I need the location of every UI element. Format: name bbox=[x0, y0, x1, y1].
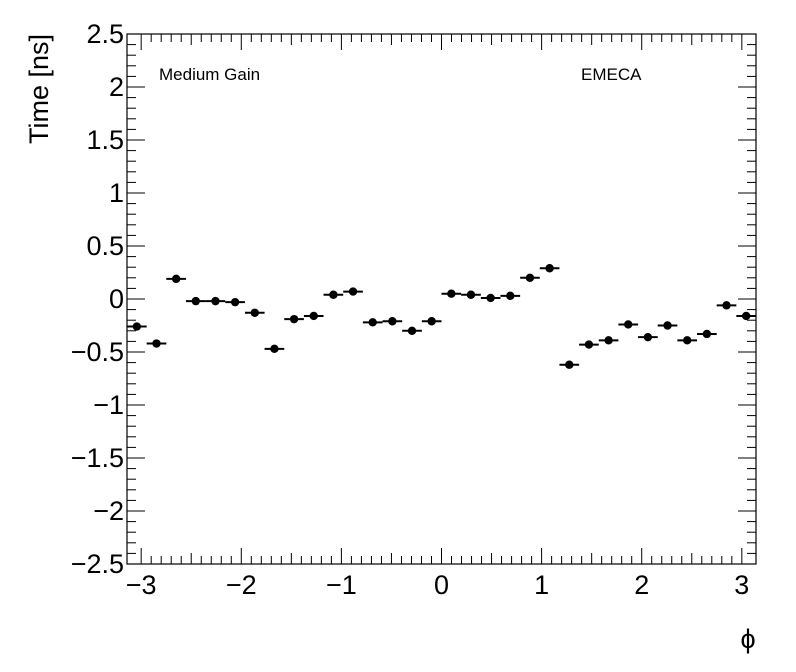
data-point bbox=[663, 321, 672, 330]
data-point bbox=[289, 314, 299, 324]
y-tick-label: −2.5 bbox=[71, 549, 124, 579]
x-tick-label: 3 bbox=[734, 570, 749, 600]
y-axis-ticks bbox=[127, 33, 756, 565]
y-tick-label: −1 bbox=[93, 390, 124, 420]
y-tick-label: 1.5 bbox=[86, 125, 124, 155]
annotation-gain: Medium Gain bbox=[159, 65, 260, 84]
data-point bbox=[132, 322, 142, 331]
x-axis-tick-labels: −3 −2 −1 0 1 2 3 bbox=[126, 570, 750, 600]
data-point bbox=[722, 301, 731, 310]
data-point bbox=[427, 317, 436, 326]
data-point bbox=[348, 287, 358, 296]
data-point bbox=[270, 344, 279, 354]
data-point bbox=[329, 290, 338, 299]
x-tick-label: −2 bbox=[226, 570, 257, 600]
data-point bbox=[230, 297, 240, 307]
y-tick-label: 2 bbox=[109, 72, 124, 102]
y-tick-label: 0.5 bbox=[86, 231, 124, 261]
data-point bbox=[388, 317, 397, 326]
data-point bbox=[250, 308, 259, 317]
y-tick-label: 0 bbox=[109, 284, 124, 314]
y-axis-tick-labels: −2.5 −2 −1.5 −1 −0.5 0 0.5 1 1.5 2 2.5 bbox=[71, 19, 124, 579]
x-tick-label: −3 bbox=[126, 570, 157, 600]
data-point bbox=[152, 339, 161, 348]
data-point bbox=[683, 336, 692, 345]
data-point bbox=[525, 273, 535, 282]
data-point bbox=[604, 336, 613, 345]
plot-frame bbox=[126, 33, 757, 565]
y-tick-label: −0.5 bbox=[71, 337, 124, 367]
data-point bbox=[565, 360, 574, 369]
data-point bbox=[211, 296, 220, 306]
x-axis-title: ϕ bbox=[740, 624, 755, 654]
x-tick-label: 1 bbox=[534, 570, 549, 600]
data-point bbox=[545, 264, 554, 273]
x-axis-ticks bbox=[140, 34, 743, 564]
data-point bbox=[702, 329, 712, 339]
data-point bbox=[506, 291, 515, 301]
data-point bbox=[584, 340, 594, 349]
data-point bbox=[171, 274, 181, 284]
annotation-detector: EMECA bbox=[581, 65, 642, 84]
y-tick-label: −1.5 bbox=[71, 443, 124, 473]
data-point bbox=[741, 311, 751, 321]
y-tick-label: −2 bbox=[93, 496, 124, 526]
x-tick-label: 0 bbox=[434, 570, 449, 600]
y-tick-label: 1 bbox=[109, 178, 124, 208]
data-point bbox=[624, 320, 633, 329]
data-point bbox=[407, 326, 417, 335]
data-point bbox=[309, 311, 318, 321]
data-point bbox=[368, 318, 377, 327]
y-axis-title: Time [ns] bbox=[24, 34, 54, 144]
y-tick-label: 2.5 bbox=[86, 19, 124, 49]
x-tick-label: −1 bbox=[326, 570, 357, 600]
x-tick-label: 2 bbox=[634, 570, 649, 600]
data-point bbox=[486, 293, 495, 303]
data-points bbox=[127, 264, 756, 369]
data-point bbox=[447, 289, 456, 298]
data-point bbox=[643, 332, 653, 342]
data-point bbox=[191, 296, 200, 306]
data-point bbox=[466, 290, 476, 299]
